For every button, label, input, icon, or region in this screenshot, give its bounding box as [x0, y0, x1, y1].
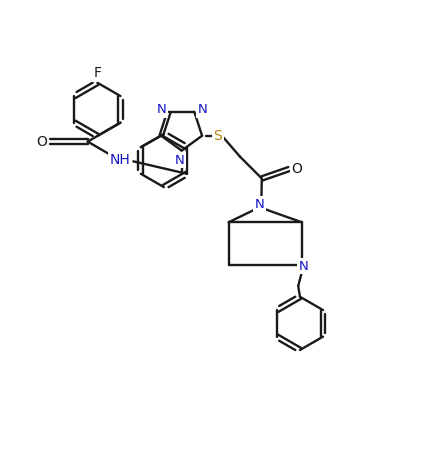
Text: O: O [291, 162, 301, 176]
Text: NH: NH [110, 153, 130, 167]
Text: N: N [298, 259, 307, 273]
Text: N: N [254, 197, 264, 211]
Text: N: N [156, 103, 166, 116]
Text: N: N [174, 153, 184, 167]
Text: S: S [213, 129, 221, 143]
Text: N: N [197, 103, 207, 116]
Text: F: F [93, 66, 101, 80]
Text: O: O [37, 135, 47, 149]
